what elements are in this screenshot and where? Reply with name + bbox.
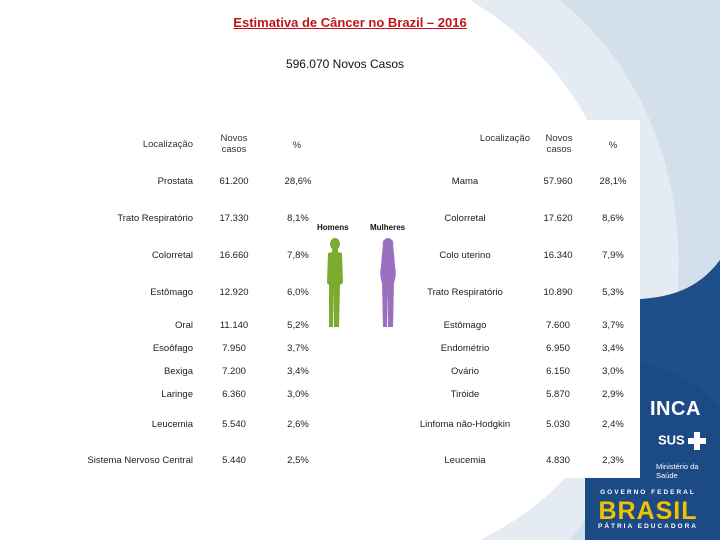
women-casos-cell: 4.830 bbox=[546, 455, 570, 466]
women-casos-cell: 6.950 bbox=[546, 343, 570, 354]
women-header-percent: % bbox=[608, 140, 618, 151]
inca-logo: INCA bbox=[650, 398, 701, 420]
men-pct-cell: 7,8% bbox=[287, 250, 309, 261]
sus-logo-text: SUS bbox=[658, 432, 685, 448]
women-casos-cell: 5.030 bbox=[546, 419, 570, 430]
governo-federal: GOVERNO FEDERAL bbox=[600, 489, 696, 496]
page-subtitle: 596.070 Novos Casos bbox=[285, 57, 405, 71]
men-loc-cell: Oral bbox=[175, 320, 193, 331]
women-loc-cell: Leucemia bbox=[444, 455, 486, 466]
women-pct-cell: 28,1% bbox=[599, 176, 627, 187]
women-casos-cell: 7.600 bbox=[546, 320, 570, 331]
women-figure-label: Mulheres bbox=[370, 223, 406, 232]
men-pct-cell: 3,4% bbox=[287, 366, 309, 377]
men-casos-cell: 61.200 bbox=[219, 176, 249, 187]
brasil-logo: BRASIL bbox=[598, 497, 698, 525]
ministerio-saude: Ministério da Saúde bbox=[656, 462, 699, 480]
women-casos-cell: 17.620 bbox=[543, 213, 573, 224]
men-loc-cell: Trato Respiratório bbox=[117, 213, 193, 224]
men-pct-cell: 2,6% bbox=[287, 419, 309, 430]
patria-educadora: PÁTRIA EDUCADORA bbox=[597, 523, 698, 530]
women-loc-cell: Mama bbox=[451, 176, 479, 187]
woman-silhouette-icon bbox=[380, 238, 396, 327]
cross-icon bbox=[688, 432, 707, 450]
women-loc-cell: Tiróide bbox=[450, 389, 480, 400]
women-pct-cell: 5,3% bbox=[602, 287, 624, 298]
women-pct-cell: 7,9% bbox=[602, 250, 624, 261]
women-casos-cell: 5.870 bbox=[546, 389, 570, 400]
men-casos-cell: 12.920 bbox=[219, 287, 249, 298]
women-pct-cell: 8,6% bbox=[602, 213, 624, 224]
men-loc-cell: Estômago bbox=[150, 287, 193, 298]
men-loc-cell: Colorretal bbox=[151, 250, 193, 261]
men-loc-cell: Leucemia bbox=[151, 419, 193, 430]
ministerio-line2: Saúde bbox=[656, 471, 678, 480]
women-pct-cell: 2,4% bbox=[602, 419, 624, 430]
men-casos-cell: 11.140 bbox=[219, 320, 249, 331]
men-figure-label: Homens bbox=[317, 223, 349, 232]
men-loc-cell: Sistema Nervoso Central bbox=[87, 455, 193, 466]
men-header-percent: % bbox=[292, 140, 302, 151]
ministerio-line1: Ministério da bbox=[656, 462, 699, 471]
men-pct-cell: 5,2% bbox=[287, 320, 309, 331]
men-header-novos-casos: Novos casos bbox=[210, 133, 258, 155]
women-pct-cell: 2,9% bbox=[602, 389, 624, 400]
men-pct-cell: 28,6% bbox=[284, 176, 312, 187]
men-casos-cell: 17.330 bbox=[219, 213, 249, 224]
men-loc-cell: Laringe bbox=[161, 389, 193, 400]
women-header-localizacao: Localização bbox=[479, 133, 530, 144]
women-loc-cell: Colorretal bbox=[444, 213, 486, 224]
men-casos-cell: 7.200 bbox=[222, 366, 246, 377]
women-header-novos-casos: Novos casos bbox=[535, 133, 583, 155]
women-pct-cell: 2,3% bbox=[602, 455, 624, 466]
women-header-novos-casos-text: Novos casos bbox=[545, 133, 573, 155]
men-casos-cell: 5.540 bbox=[222, 419, 246, 430]
women-pct-cell: 3,0% bbox=[602, 366, 624, 377]
men-pct-cell: 8,1% bbox=[287, 213, 309, 224]
men-pct-cell: 3,7% bbox=[287, 343, 309, 354]
women-casos-cell: 6.150 bbox=[546, 366, 570, 377]
women-loc-cell: Linfoma não-Hodgkin bbox=[419, 419, 511, 430]
men-casos-cell: 16.660 bbox=[219, 250, 249, 261]
women-pct-cell: 3,7% bbox=[602, 320, 624, 331]
women-loc-cell: Estômago bbox=[443, 320, 487, 331]
women-casos-cell: 16.340 bbox=[543, 250, 573, 261]
men-loc-cell: Esoôfago bbox=[152, 343, 193, 354]
women-casos-cell: 57.960 bbox=[543, 176, 573, 187]
men-loc-cell: Prostata bbox=[157, 176, 193, 187]
men-loc-cell: Bexiga bbox=[163, 366, 193, 377]
men-pct-cell: 6,0% bbox=[287, 287, 309, 298]
men-casos-cell: 7.950 bbox=[222, 343, 246, 354]
man-silhouette-icon bbox=[327, 238, 343, 327]
women-casos-cell: 10.890 bbox=[543, 287, 573, 298]
men-casos-cell: 5.440 bbox=[222, 455, 246, 466]
sus-logo: SUS bbox=[658, 432, 707, 450]
women-pct-cell: 3,4% bbox=[602, 343, 624, 354]
men-pct-cell: 3,0% bbox=[287, 389, 309, 400]
women-loc-cell: Ovário bbox=[451, 366, 479, 377]
women-loc-cell: Endométrio bbox=[440, 343, 490, 354]
men-header-localizacao: Localização bbox=[142, 139, 193, 150]
women-loc-cell: Colo uterino bbox=[439, 250, 491, 261]
men-pct-cell: 2,5% bbox=[287, 455, 309, 466]
cancer-table: Localização Novos casos % Localização No… bbox=[80, 120, 640, 478]
women-loc-cell: Trato Respiratório bbox=[427, 287, 503, 298]
men-casos-cell: 6.360 bbox=[222, 389, 246, 400]
page-title: Estimativa de Câncer no Brazil – 2016 bbox=[233, 15, 467, 30]
men-header-novos-casos-text: Novos casos bbox=[220, 133, 248, 155]
